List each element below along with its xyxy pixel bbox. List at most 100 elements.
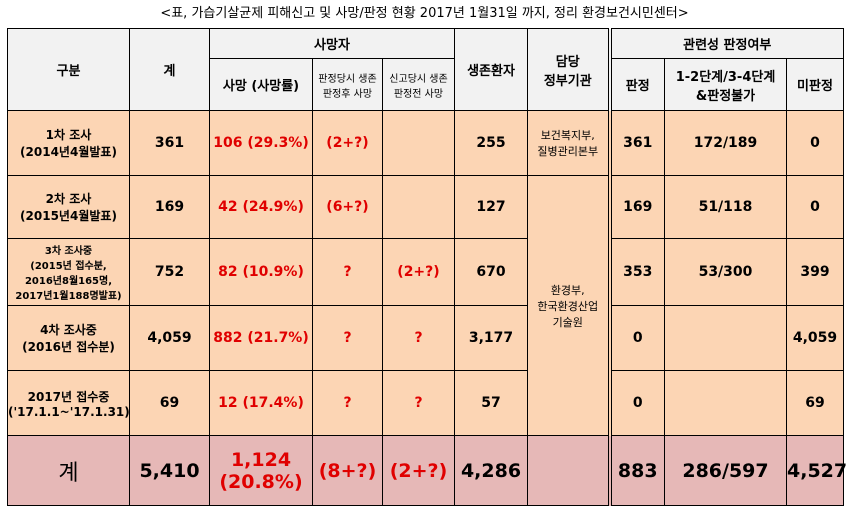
table-cell bbox=[527, 435, 610, 506]
text-line: 신고당시 생존 bbox=[389, 73, 448, 85]
table-cell: 3차 조사중 (2015년 접수분, 2016년8월165명, 2017년1월188명… bbox=[7, 238, 130, 306]
text-line: 질병관리본부 bbox=[537, 145, 599, 158]
header-cell: 구분 bbox=[7, 28, 130, 111]
text-line: 정부기관 bbox=[543, 73, 592, 89]
text-line: (2014년4월발표) bbox=[20, 145, 117, 159]
table-cell: 57 bbox=[454, 370, 528, 436]
text-line: (2016년 접수분) bbox=[22, 340, 115, 354]
table-cell: 4,059 bbox=[786, 305, 844, 371]
table-row: 계 5,410 1,124 (20.8%) (8+?) (2+?) 4,286 883 286/… bbox=[7, 435, 847, 506]
text-line: (20.8%) bbox=[219, 470, 303, 493]
header-cell: 사망 (사망률) bbox=[209, 58, 313, 111]
text-line: (2015년4월발표) bbox=[20, 209, 117, 223]
text-line: 보건복지부, bbox=[540, 129, 595, 142]
table-row: 2차 조사 (2015년4월발표) 169 42 (24.9%) (6+?) 127 환경부… bbox=[7, 175, 844, 436]
table-cell: 1,124 (20.8%) bbox=[209, 435, 313, 506]
table-cell: 4,527 bbox=[786, 435, 847, 506]
table-row: 1차 조사 (2014년4월발표) 361 106 (29.3%) (2+?) 255 보건… bbox=[7, 110, 844, 176]
table-cell: 0 bbox=[786, 175, 844, 239]
table-cell: 0 bbox=[607, 305, 665, 371]
table-cell: 3,177 bbox=[454, 305, 528, 371]
table-cell: ? bbox=[312, 370, 383, 436]
table-cell: 1차 조사 (2014년4월발표) bbox=[7, 110, 130, 176]
table-row: 3차 조사중 (2015년 접수분, 2016년8월165명, 2017년1월188명… bbox=[7, 238, 844, 306]
table-cell: 353 bbox=[607, 238, 665, 306]
header-cell: 계 bbox=[129, 28, 210, 111]
caption: <표, 가습기살균제 피해신고 및 사망/판정 현황 2017년 1월31일 까… bbox=[160, 6, 689, 21]
table-cell bbox=[382, 175, 455, 239]
text-line: 판정당시 생존 bbox=[318, 73, 377, 85]
text-line: 3차 조사중 bbox=[44, 246, 93, 257]
table-cell: 4,059 bbox=[129, 305, 210, 371]
table-cell: 53/300 bbox=[664, 238, 787, 306]
table-cell: 0 bbox=[786, 110, 844, 176]
table-cell: ? bbox=[382, 305, 455, 371]
text-line: &판정불가 bbox=[695, 88, 756, 104]
table-cell: 보건복지부, 질병관리본부 bbox=[527, 110, 610, 176]
text-line: 판정후 사망 bbox=[322, 88, 373, 100]
header-cell: 관련성 판정여부 bbox=[607, 28, 844, 59]
text-line: 기술원 bbox=[552, 315, 583, 329]
table-cell: 670 bbox=[454, 238, 528, 306]
table-cell: 2017년 접수중 ('17.1.1~'17.1.31) bbox=[7, 370, 130, 436]
header-cell: 사망자 bbox=[209, 28, 455, 59]
text-line: 2017년 접수중 bbox=[27, 389, 110, 404]
table-cell: 172/189 bbox=[664, 110, 787, 176]
table-cell: 361 bbox=[129, 110, 210, 176]
text-line: 2차 조사 bbox=[45, 192, 92, 206]
table-cell: ? bbox=[382, 370, 455, 436]
text-line: 4차 조사중 bbox=[40, 323, 97, 337]
text-line: 2016년8월165명, bbox=[24, 276, 113, 287]
header-cell: 미판정 bbox=[786, 58, 844, 111]
table-cell: 399 bbox=[786, 238, 844, 306]
table-cell: 계 bbox=[7, 435, 130, 506]
header-cell: 1-2단계/3-4단계 &판정불가 bbox=[664, 58, 787, 111]
text-line: 판정전 사망 bbox=[393, 88, 444, 100]
table-cell: ? bbox=[312, 305, 383, 371]
table-cell: 4,286 bbox=[454, 435, 528, 506]
table-cell: 106 (29.3%) bbox=[209, 110, 313, 176]
table-cell: 752 bbox=[129, 238, 210, 306]
table-cell: 255 bbox=[454, 110, 528, 176]
text-line: 한국환경산업 bbox=[537, 299, 599, 313]
table-cell: 2차 조사 (2015년4월발표) bbox=[7, 175, 130, 239]
table-cell: 69 bbox=[129, 370, 210, 436]
table-cell: 82 (10.9%) bbox=[209, 238, 313, 306]
table-cell: 69 bbox=[786, 370, 844, 436]
table-cell: (6+?) bbox=[312, 175, 383, 239]
text-line: (2015년 접수분, bbox=[30, 261, 107, 272]
text-line: 1-2단계/3-4단계 bbox=[675, 69, 776, 85]
text-line: ('17.1.1~'17.1.31) bbox=[8, 404, 130, 419]
table-cell: 4차 조사중 (2016년 접수분) bbox=[7, 305, 130, 371]
table-cell: (8+?) bbox=[312, 435, 383, 506]
text-line: 2017년1월188명발표) bbox=[15, 291, 122, 302]
text-line: 담당 bbox=[555, 54, 580, 70]
table-cell: 5,410 bbox=[129, 435, 210, 506]
header-cell: 생존환자 bbox=[454, 28, 528, 111]
table-cell bbox=[382, 110, 455, 176]
text-line: 1,124 bbox=[230, 448, 292, 471]
table-cell bbox=[664, 305, 787, 371]
table-cell: 361 bbox=[607, 110, 665, 176]
text-line: 환경부, bbox=[550, 283, 585, 297]
table-cell bbox=[664, 370, 787, 436]
table-cell: 42 (24.9%) bbox=[209, 175, 313, 239]
table-row: 2017년 접수중 ('17.1.1~'17.1.31) 69 12 (17.4%)?… bbox=[7, 370, 844, 436]
table-cell: 883 bbox=[607, 435, 665, 506]
table-cell: ? bbox=[312, 238, 383, 306]
table-cell: 127 bbox=[454, 175, 528, 239]
table-cell: 169 bbox=[129, 175, 210, 239]
table-cell: 0 bbox=[607, 370, 665, 436]
table-cell: 286/597 bbox=[664, 435, 787, 506]
table-cell: (2+?) bbox=[382, 435, 455, 506]
table-cell: (2+?) bbox=[312, 110, 383, 176]
table-cell: (2+?) bbox=[382, 238, 455, 306]
table-cell: 51/118 bbox=[664, 175, 787, 239]
table-cell: 12 (17.4%) bbox=[209, 370, 313, 436]
table-body: 1차 조사 (2014년4월발표) 361 106 (29.3%) (2+?) 255 보건… bbox=[7, 110, 847, 506]
